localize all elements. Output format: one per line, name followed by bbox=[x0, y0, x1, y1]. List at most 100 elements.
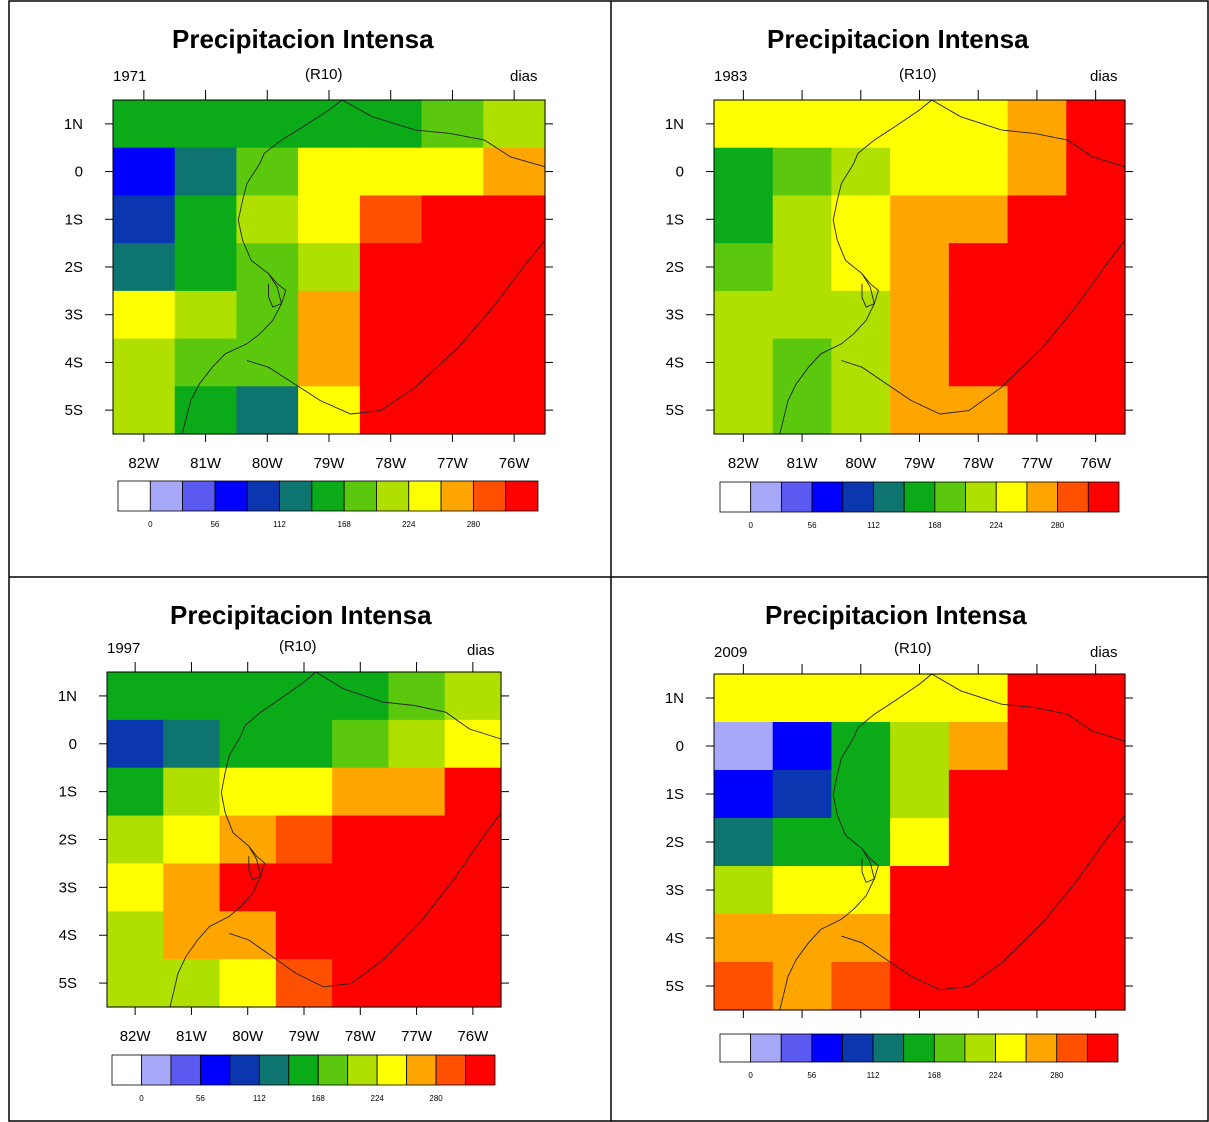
grid-cell bbox=[1007, 338, 1067, 387]
legend-tick-label: 168 bbox=[928, 1071, 942, 1080]
grid-cell bbox=[174, 147, 238, 197]
lat-tick-label: 2S bbox=[666, 834, 684, 851]
legend-swatch bbox=[750, 481, 782, 513]
lat-tick-label: 3S bbox=[59, 879, 77, 896]
grid-cell bbox=[1007, 195, 1067, 244]
lat-tick-label: 1S bbox=[666, 786, 684, 803]
panel-title: Precipitacion Intensa bbox=[765, 600, 1027, 630]
border-line bbox=[315, 671, 502, 740]
grid-cell bbox=[714, 195, 774, 244]
grid-cell bbox=[163, 672, 221, 721]
grid-cell bbox=[714, 818, 774, 867]
legend-tick-label: 224 bbox=[402, 520, 416, 529]
lon-tick-label: 80W bbox=[232, 1028, 264, 1045]
lat-tick-label: 0 bbox=[75, 164, 83, 181]
grid-cell bbox=[332, 959, 390, 1008]
grid-cell bbox=[236, 290, 299, 340]
grid-cell bbox=[388, 959, 446, 1008]
grid-cell bbox=[483, 386, 546, 435]
grid-cell bbox=[298, 386, 361, 435]
index-label: (R10) bbox=[899, 66, 937, 83]
grid-cell bbox=[1066, 290, 1126, 340]
lat-tick-label: 1S bbox=[65, 211, 83, 228]
grid-cell bbox=[219, 863, 277, 912]
grid-cell bbox=[714, 674, 774, 723]
legend-swatch bbox=[343, 480, 377, 512]
lon-tick-label: 81W bbox=[787, 455, 819, 472]
grid-cell bbox=[219, 911, 277, 960]
grid-cell bbox=[890, 818, 950, 867]
grid-cell bbox=[444, 672, 502, 721]
year-label: 1983 bbox=[714, 68, 748, 85]
gulf-outline bbox=[861, 273, 879, 308]
grid-cell bbox=[772, 722, 833, 771]
grid-cell bbox=[948, 722, 1009, 771]
lon-tick-label: 79W bbox=[289, 1028, 321, 1045]
grid-cell bbox=[275, 767, 333, 817]
grid-cell bbox=[714, 100, 774, 149]
grid-cell bbox=[174, 386, 238, 435]
grid-cell bbox=[831, 962, 891, 1011]
grid-cell bbox=[890, 962, 950, 1011]
grid-cell bbox=[444, 719, 502, 769]
grid-cell bbox=[1066, 338, 1126, 387]
lon-tick-label: 82W bbox=[728, 455, 760, 472]
grid-cell bbox=[714, 338, 774, 387]
legend-swatch bbox=[719, 481, 752, 513]
legend-tick-label: 224 bbox=[371, 1094, 385, 1103]
grid-cell bbox=[948, 147, 1009, 197]
legend-tick-label: 0 bbox=[139, 1094, 144, 1103]
grid-cell bbox=[1066, 866, 1126, 915]
grid-cell bbox=[359, 386, 423, 435]
legend-tick-label: 280 bbox=[1051, 521, 1065, 530]
lat-tick-label: 0 bbox=[676, 738, 684, 755]
legend-swatch bbox=[288, 1054, 319, 1086]
legend-swatch bbox=[995, 1033, 1027, 1063]
grid-cell bbox=[332, 672, 390, 721]
grid-cell bbox=[219, 672, 277, 721]
grid-cell bbox=[772, 962, 833, 1011]
precip-map: 1N 0 1S 2S 3S 4S 5S 82W 81W 80W 79W 78W 77W 76W bbox=[58, 662, 509, 1045]
grid-cell bbox=[421, 100, 484, 149]
grid-cell bbox=[359, 195, 423, 244]
legend-tick-label: 112 bbox=[867, 521, 880, 530]
lon-tick-label: 82W bbox=[128, 455, 160, 472]
lon-tick-label: 76W bbox=[457, 1028, 489, 1045]
lon-tick-label: 80W bbox=[845, 455, 877, 472]
grid-cell bbox=[1007, 770, 1067, 819]
grid-cell bbox=[332, 815, 390, 865]
grid-cell bbox=[948, 243, 1009, 292]
lat-tick-label: 2S bbox=[65, 259, 83, 276]
grid-cell bbox=[890, 243, 950, 292]
grid-cell bbox=[1066, 386, 1126, 435]
grid-cell bbox=[1007, 243, 1067, 292]
lon-tick-label: 76W bbox=[499, 455, 531, 472]
grid-cell bbox=[388, 815, 446, 865]
grid-cell bbox=[483, 243, 546, 292]
grid-cell bbox=[1066, 147, 1126, 197]
grid-cell bbox=[113, 386, 176, 435]
legend-swatch bbox=[440, 480, 474, 512]
grid-cell bbox=[772, 386, 833, 435]
grid-cell bbox=[163, 911, 221, 960]
grid-cell bbox=[332, 863, 390, 912]
grid-cell bbox=[714, 386, 774, 435]
grid-cell bbox=[890, 674, 950, 723]
legend-swatch bbox=[1056, 1033, 1088, 1063]
grid-cell bbox=[890, 914, 950, 963]
grid-cell bbox=[421, 386, 484, 435]
lat-tick-label: 4S bbox=[666, 354, 684, 371]
lon-tick-label: 82W bbox=[120, 1028, 152, 1045]
grid-cell bbox=[275, 719, 333, 769]
grid-cell bbox=[298, 100, 361, 149]
grid-cell bbox=[948, 914, 1009, 963]
legend-tick-label: 56 bbox=[196, 1094, 205, 1103]
legend-swatch bbox=[842, 481, 874, 513]
grid-cell bbox=[359, 290, 423, 340]
grid-cell bbox=[1066, 243, 1126, 292]
lon-tick-label: 77W bbox=[401, 1028, 433, 1045]
grid-cell bbox=[275, 815, 333, 865]
legend-swatch bbox=[117, 480, 151, 512]
legend-swatch bbox=[811, 1033, 843, 1063]
